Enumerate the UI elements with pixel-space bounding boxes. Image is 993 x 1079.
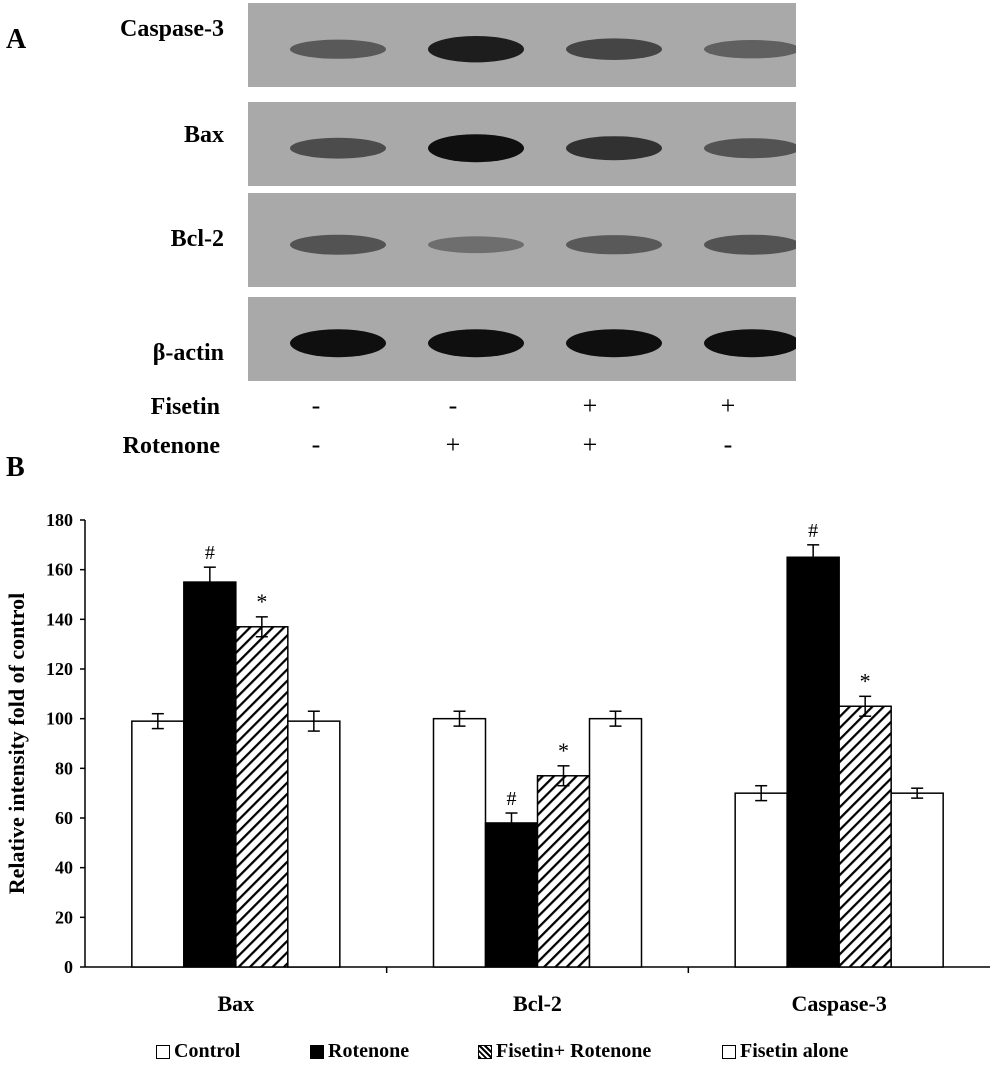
bar xyxy=(235,626,289,968)
y-tick-label: 180 xyxy=(46,510,73,530)
y-tick-label: 60 xyxy=(55,808,73,828)
treatment-sign: - xyxy=(448,391,458,420)
y-tick-label: 100 xyxy=(46,709,73,729)
bar xyxy=(432,717,487,968)
treatment-sign: + xyxy=(445,430,461,459)
blot-band xyxy=(566,235,662,255)
blot-band xyxy=(290,329,386,358)
blot-band xyxy=(290,137,386,159)
legend-swatch-black xyxy=(310,1044,324,1059)
y-tick-label: 80 xyxy=(55,758,73,778)
blot-band xyxy=(704,234,796,255)
y-tick-label: 20 xyxy=(55,907,73,927)
bar xyxy=(890,792,944,968)
legend-item-fisetin-alone: Fisetin alone xyxy=(722,1040,848,1063)
bar xyxy=(131,720,185,968)
blot-band xyxy=(290,39,386,59)
blot-band xyxy=(428,36,524,63)
blot-band xyxy=(704,40,796,59)
bar xyxy=(287,720,341,968)
treatment-sign: - xyxy=(311,430,321,459)
legend-label: Fisetin+ Rotenone xyxy=(496,1040,652,1062)
bar xyxy=(588,717,643,968)
blot-band xyxy=(428,134,524,163)
significance-mark: # xyxy=(808,520,818,542)
x-category-label: Bcl-2 xyxy=(513,991,562,1016)
legend-label: Fisetin alone xyxy=(740,1040,849,1062)
y-tick-label: 140 xyxy=(46,609,73,629)
legend-item-rotenone: Rotenone xyxy=(310,1040,409,1063)
panel-b-label: B xyxy=(6,452,25,483)
legend-swatch-hatched xyxy=(478,1044,492,1059)
blot-band xyxy=(566,329,662,358)
blot-strip-caspase-3 xyxy=(248,3,796,87)
y-tick-label: 0 xyxy=(64,957,73,977)
y-tick-label: 120 xyxy=(46,659,73,679)
bar xyxy=(786,556,840,968)
legend-swatch-white xyxy=(722,1044,736,1059)
bar xyxy=(838,705,892,968)
panel-a-label: A xyxy=(6,24,27,55)
bar xyxy=(734,792,788,968)
treatment-sign: + xyxy=(582,430,598,459)
legend-item-fisetin-rotenone: Fisetin+ Rotenone xyxy=(478,1040,651,1063)
x-category-label: Bax xyxy=(217,991,254,1016)
significance-mark: * xyxy=(860,668,871,693)
bar xyxy=(183,581,237,968)
legend-item-control: Control xyxy=(156,1040,240,1063)
treatment-label-rotenone: Rotenone xyxy=(122,433,220,459)
significance-mark: * xyxy=(558,738,569,763)
treatment-sign: + xyxy=(720,391,736,420)
x-category-label: Caspase-3 xyxy=(791,991,886,1016)
blot-band xyxy=(566,136,662,161)
y-tick-label: 40 xyxy=(55,858,73,878)
significance-mark: # xyxy=(507,788,517,810)
treatment-sign: - xyxy=(723,430,733,459)
bar-chart: 0 20 40 60 80 100 120 140 160 180 Relative intensi… xyxy=(4,510,990,1016)
treatment-sign: + xyxy=(582,391,598,420)
blot-label-beta-actin: β-actin xyxy=(152,340,224,366)
legend-swatch-white xyxy=(156,1044,170,1059)
bar xyxy=(484,822,539,968)
significance-mark: * xyxy=(256,589,267,614)
y-tick-label: 160 xyxy=(46,560,73,580)
blot-band xyxy=(566,38,662,60)
y-axis-label: Relative intensity fold of control xyxy=(4,593,29,894)
blot-band xyxy=(290,234,386,255)
blot-strip-beta-actin xyxy=(248,297,796,381)
significance-mark: # xyxy=(205,542,215,564)
blot-label-bax: Bax xyxy=(183,122,224,148)
blot-band xyxy=(428,329,524,358)
blot-band xyxy=(704,138,796,159)
legend-label: Control xyxy=(174,1040,241,1062)
bar xyxy=(536,775,591,968)
blot-strip-bcl-2 xyxy=(248,193,796,287)
legend-label: Rotenone xyxy=(328,1040,410,1062)
blot-strip-bax xyxy=(248,102,796,186)
blot-band xyxy=(428,236,524,254)
treatment-label-fisetin: Fisetin xyxy=(150,394,220,420)
blot-band xyxy=(704,329,796,358)
blot-label-caspase-3: Caspase-3 xyxy=(119,16,224,42)
blot-label-bcl-2: Bcl-2 xyxy=(170,226,224,252)
treatment-sign: - xyxy=(311,391,321,420)
